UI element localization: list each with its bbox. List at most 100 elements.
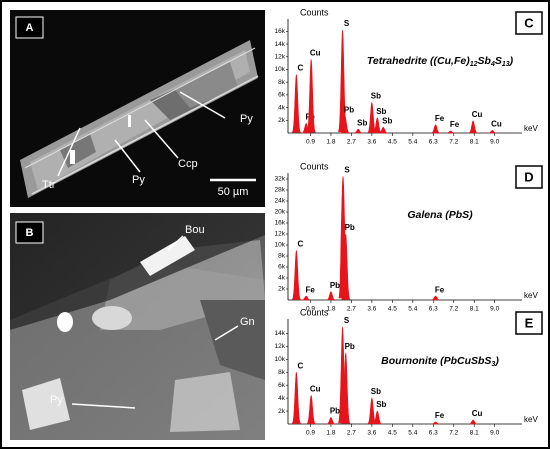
peak [373,117,382,134]
x-tick-label: 7.2 [449,430,458,437]
peak-label: C [297,64,303,73]
x-tick-label: 6.3 [429,139,438,146]
x-tick-label: 2.7 [347,306,356,313]
peak-label: Sb [376,400,386,409]
annotation: Ttr [42,179,56,191]
x-tick-label: 4.5 [388,139,397,146]
peak [326,291,336,301]
x-tick-label: 9.0 [490,306,499,313]
y-tick-label: 2k [278,117,286,124]
x-tick-label: 6.3 [429,306,438,313]
x-tick-label: 9.0 [490,139,499,146]
x-tick-label: 7.2 [449,306,458,313]
y-tick-label: 4k [278,395,286,402]
micrograph-b [10,213,265,440]
x-tick-label: 0.9 [306,139,315,146]
x-tick-label: 1.8 [326,139,335,146]
peak [468,419,478,425]
peak [341,352,351,424]
peak-label: Fe [305,285,315,294]
x-tick-label: 4.5 [388,306,397,313]
panel-label: C [524,15,534,30]
chart-title: Bournonite (PbCuSbS3) [381,355,499,369]
y-tick-label: 6k [278,264,286,271]
peak [302,295,311,301]
x-tick-label: 7.2 [449,139,458,146]
peak-label: Fe [435,114,445,123]
y-tick-label: 12k [275,53,286,60]
x-tick-label: 0.9 [306,430,315,437]
y-tick-label: 8k [278,79,286,86]
x-tick-label: 9.0 [490,430,499,437]
peak-label: Fe [450,120,460,129]
y-tick-label: 8k [278,369,286,376]
peak-label: C [297,361,303,370]
peak-label: Pb [345,342,355,351]
annotation: Ccp [178,158,198,170]
peak [354,128,363,134]
x-tick-label: 8.1 [470,430,479,437]
y-tick-label: 14k [275,330,286,337]
peak [431,124,440,134]
y-tick-label: 12k [275,231,286,238]
x-tick-label: 5.4 [408,430,417,437]
x-tick-label: 8.1 [470,139,479,146]
panel-label-box [515,165,543,189]
y-tick-label: 10k [275,356,286,363]
x-tick-label: 3.6 [367,139,376,146]
y-tick-label: 10k [275,66,286,73]
y-tick-label: 12k [275,343,286,350]
peak-label: Cu [491,120,502,129]
peak-label: Pb [344,106,354,115]
y-axis-label: Counts [300,7,329,17]
peak-label: Sb [357,118,367,127]
x-tick-label: 2.7 [347,139,356,146]
peak [291,250,301,300]
y-tick-label: 16k [275,28,286,35]
peak [431,295,440,301]
peak-label: Sb [376,107,386,116]
micrograph-a [10,10,265,207]
y-tick-label: 10k [275,242,286,249]
peak-label: Cu [472,409,483,418]
y-tick-label: 32k [275,176,286,183]
peak-label: C [297,240,303,249]
peak-label: Cu [472,110,483,119]
y-tick-label: 24k [275,198,286,205]
peak [291,372,301,424]
peak-label: S [344,165,350,174]
peak-label: Cu [310,385,321,394]
peak [488,130,497,134]
scale-bar-label: 50 µm [218,186,249,198]
x-tick-label: 3.6 [367,306,376,313]
peak-label: Fe [435,411,445,420]
peak [373,410,382,425]
x-tick-label: 4.5 [388,430,397,437]
y-tick-label: 28k [275,187,286,194]
x-tick-label: 5.4 [408,139,417,146]
panel-label: E [525,315,534,330]
peak [341,233,351,300]
x-tick-label: 3.6 [367,430,376,437]
peak-label: Sb [371,387,381,396]
panel-label: B [26,227,34,239]
peak-label: Pb [345,223,355,232]
y-axis-label: Counts [300,161,329,171]
panel-label: D [524,169,533,184]
y-tick-label: 4k [278,275,286,282]
x-tick-label: 2.7 [347,430,356,437]
peak [339,115,351,134]
y-tick-label: 2k [278,286,286,293]
peak [306,59,316,133]
chart-title: Tetrahedrite ((Cu,Fe)12Sb4S13) [367,55,514,69]
x-axis-label: keV [524,415,538,424]
peak [291,74,301,133]
x-tick-label: 5.4 [408,306,417,313]
y-tick-label: 6k [278,382,286,389]
x-tick-label: 1.8 [326,430,335,437]
panel-label-box [515,311,543,335]
panel-label: A [26,22,34,34]
peak [326,417,336,425]
peak-label: Pb [330,281,340,290]
y-axis-label: Counts [300,307,329,317]
